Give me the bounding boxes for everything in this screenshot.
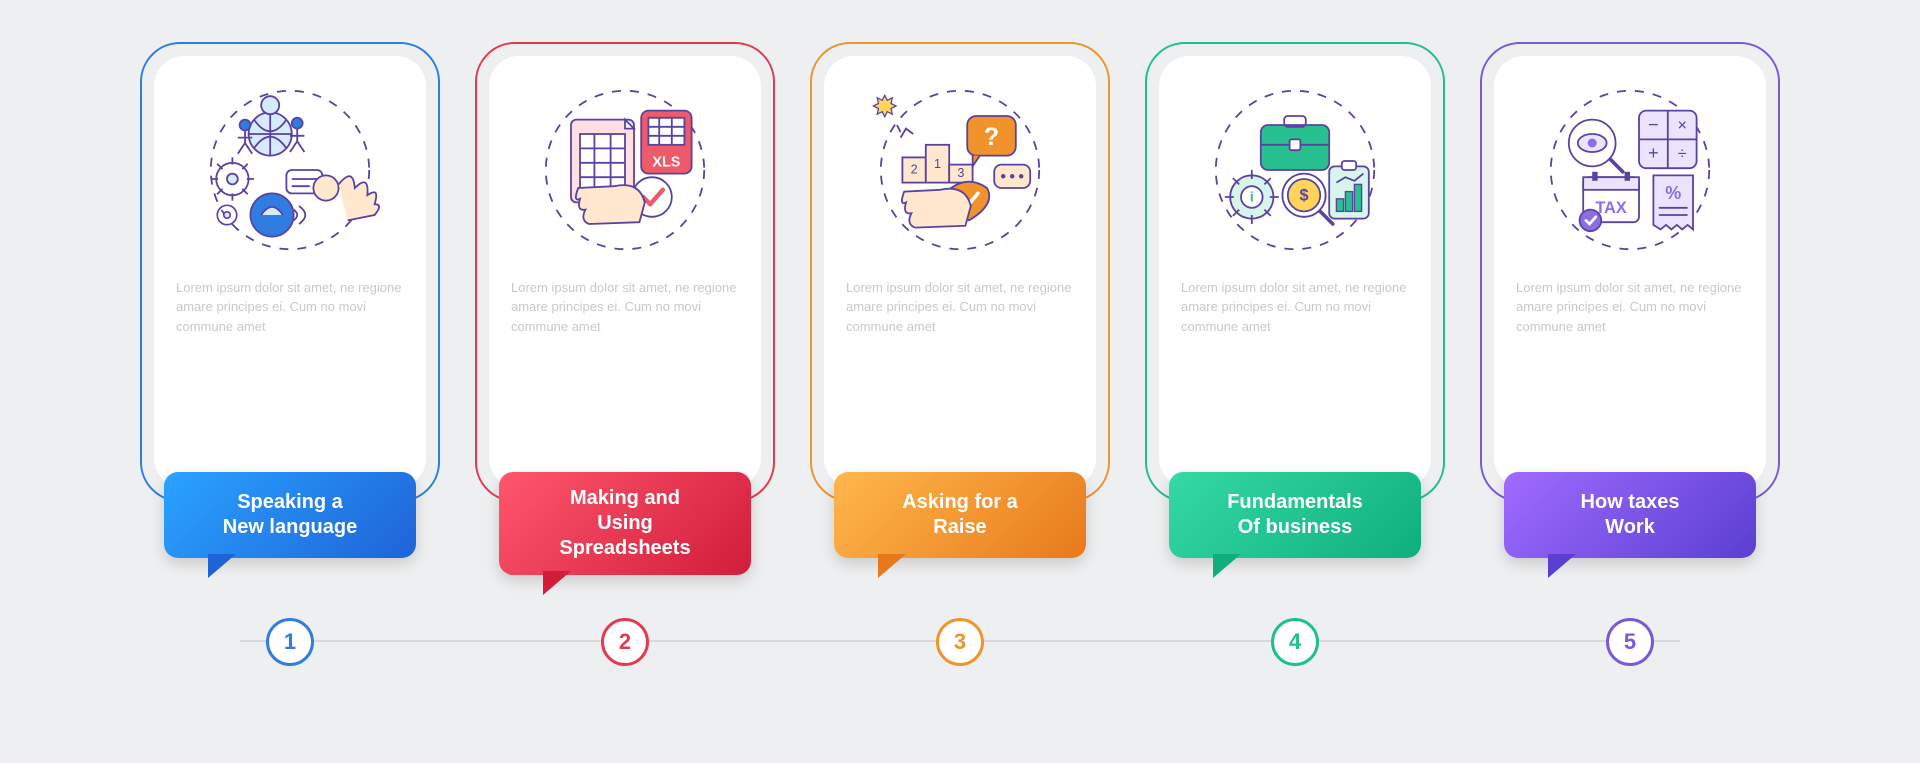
svg-text:1: 1 (934, 157, 941, 171)
step-title: Speaking a New language (164, 472, 416, 558)
svg-text:×: × (1677, 116, 1686, 134)
svg-text:i: i (1250, 189, 1254, 204)
step-3: 2 1 3 ? (810, 42, 1110, 682)
spreadsheet-icon: XLS (535, 80, 715, 260)
step-title-text: Speaking a New language (223, 490, 357, 540)
step-desc: Lorem ipsum dolor sit amet, ne regione a… (511, 278, 739, 337)
step-title-text: Fundamentals Of business (1227, 490, 1363, 540)
taxes-icon: − × + ÷ TAX (1540, 80, 1720, 260)
step-2: XLS Lorem ipsum dolor sit amet, ne regio… (475, 42, 775, 682)
raise-icon: 2 1 3 ? (870, 80, 1050, 260)
infographic-stage: Lorem ipsum dolor sit amet, ne regione a… (110, 42, 1810, 722)
cards-row: Lorem ipsum dolor sit amet, ne regione a… (110, 42, 1810, 722)
step-5: − × + ÷ TAX (1480, 42, 1780, 682)
step-4: i $ (1145, 42, 1445, 682)
step-desc: Lorem ipsum dolor sit amet, ne regione a… (1516, 278, 1744, 337)
step-desc: Lorem ipsum dolor sit amet, ne regione a… (176, 278, 404, 337)
card-panel: 2 1 3 ? (824, 56, 1096, 488)
step-number: 2 (619, 629, 631, 655)
business-icon: i $ (1205, 80, 1385, 260)
step-number: 3 (954, 629, 966, 655)
svg-text:÷: ÷ (1678, 145, 1687, 163)
step-title: How taxes Work (1504, 472, 1756, 558)
svg-text:−: − (1648, 114, 1659, 134)
step-title: Asking for a Raise (834, 472, 1086, 558)
step-number-badge: 4 (1271, 618, 1319, 666)
card-panel: XLS Lorem ipsum dolor sit amet, ne regio… (489, 56, 761, 488)
svg-text:XLS: XLS (652, 154, 680, 170)
svg-text:3: 3 (957, 166, 964, 180)
step-1: Lorem ipsum dolor sit amet, ne regione a… (140, 42, 440, 682)
step-title: Fundamentals Of business (1169, 472, 1421, 558)
step-title-text: How taxes Work (1581, 490, 1680, 540)
svg-text:2: 2 (911, 162, 918, 176)
step-number: 5 (1624, 629, 1636, 655)
svg-text:$: $ (1299, 186, 1308, 204)
step-number: 1 (284, 629, 296, 655)
svg-text:%: % (1665, 182, 1681, 202)
step-title-text: Making and Using Spreadsheets (559, 486, 690, 561)
step-number-badge: 1 (266, 618, 314, 666)
svg-text:+: + (1648, 143, 1659, 163)
card-panel: − × + ÷ TAX (1494, 56, 1766, 488)
step-number: 4 (1289, 629, 1301, 655)
card-panel: i $ (1159, 56, 1431, 488)
step-desc: Lorem ipsum dolor sit amet, ne regione a… (846, 278, 1074, 337)
card-panel: Lorem ipsum dolor sit amet, ne regione a… (154, 56, 426, 488)
step-number-badge: 2 (601, 618, 649, 666)
step-desc: Lorem ipsum dolor sit amet, ne regione a… (1181, 278, 1409, 337)
language-icon (200, 80, 380, 260)
step-title: Making and Using Spreadsheets (499, 472, 751, 575)
step-number-badge: 5 (1606, 618, 1654, 666)
step-title-text: Asking for a Raise (902, 490, 1018, 540)
step-number-badge: 3 (936, 618, 984, 666)
svg-text:?: ? (984, 122, 999, 150)
